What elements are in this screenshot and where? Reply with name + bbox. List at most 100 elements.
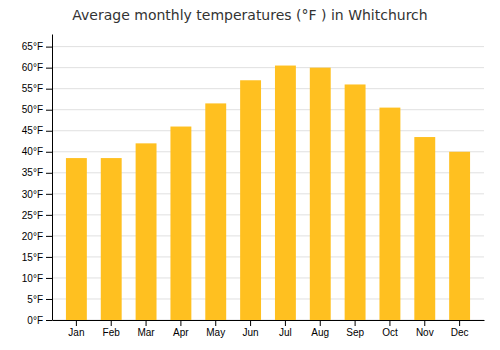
y-tick-mark <box>46 89 52 90</box>
title: Average monthly temperatures (°F ) in Wh… <box>72 7 427 23</box>
bar <box>275 66 296 320</box>
x-tick: Jul <box>279 320 292 338</box>
x-tick-label: Nov <box>416 327 434 338</box>
y-tick-label: 35°F <box>22 167 43 178</box>
y-tick: 35°F <box>22 167 52 178</box>
grid-line <box>52 46 484 47</box>
bar <box>66 158 87 320</box>
y-tick-label: 45°F <box>22 125 43 136</box>
y-tick-mark <box>46 278 52 279</box>
y-tick: 45°F <box>22 125 52 136</box>
x-tick: Dec <box>451 320 469 338</box>
y-tick-mark <box>46 110 52 111</box>
y-tick: 15°F <box>22 252 52 263</box>
y-tick-mark <box>46 320 52 321</box>
y-tick-label: 25°F <box>22 210 43 221</box>
plot: Jan Feb Mar Apr May Jun Jul Aug Sep Oct Nov Dec 0°F 5… <box>22 35 485 339</box>
y-tick: 20°F <box>22 231 52 242</box>
x-tick-mark <box>111 320 112 326</box>
x-tick-mark <box>215 320 216 326</box>
x-tick-mark <box>285 320 286 326</box>
y-tick: 25°F <box>22 210 52 221</box>
bar <box>345 84 366 320</box>
x-tick: Jun <box>243 320 259 338</box>
bar <box>101 158 122 320</box>
y-tick-mark <box>46 173 52 174</box>
x-tick: Feb <box>103 320 121 338</box>
x-tick: Sep <box>346 320 364 338</box>
y-tick-label: 20°F <box>22 231 43 242</box>
bar <box>205 103 226 320</box>
x-tick: Nov <box>416 320 434 338</box>
bar <box>170 127 191 320</box>
bar <box>136 143 157 320</box>
x-tick-label: Jan <box>68 327 84 338</box>
x-tick-label: May <box>206 327 225 338</box>
grid-line <box>52 130 484 131</box>
y-tick-label: 5°F <box>27 294 43 305</box>
x-tick-label: Jul <box>279 327 292 338</box>
y-tick: 60°F <box>22 62 52 73</box>
y-tick-mark <box>46 194 52 195</box>
y-tick-label: 10°F <box>22 273 43 284</box>
y-tick: 40°F <box>22 146 52 157</box>
y-tick-label: 50°F <box>22 104 43 115</box>
x-tick: Apr <box>173 320 189 338</box>
x-tick-label: Apr <box>173 327 189 338</box>
y-tick: 65°F <box>22 41 52 52</box>
grid-line <box>52 67 484 68</box>
x-tick-label: Jun <box>243 327 259 338</box>
x-tick-mark <box>146 320 147 326</box>
x-tick-mark <box>250 320 251 326</box>
y-tick-label: 15°F <box>22 252 43 263</box>
y-tick-label: 40°F <box>22 146 43 157</box>
grid-line <box>52 88 484 89</box>
bars <box>66 66 470 320</box>
x-tick: Oct <box>382 320 398 338</box>
bar <box>414 137 435 320</box>
y-tick: 5°F <box>27 294 52 305</box>
bar <box>240 80 261 320</box>
y-tick: 10°F <box>22 273 52 284</box>
x-tick: May <box>206 320 225 338</box>
x-tick-mark <box>459 320 460 326</box>
y-tick-mark <box>46 131 52 132</box>
y-tick: 55°F <box>22 83 52 94</box>
y-tick-label: 65°F <box>22 41 43 52</box>
y-tick-mark <box>46 47 52 48</box>
x-tick-mark <box>180 320 181 326</box>
x-tick-label: Sep <box>346 327 364 338</box>
y-tick-label: 55°F <box>22 83 43 94</box>
x-axis: Jan Feb Mar Apr May Jun Jul Aug Sep Oct Nov Dec <box>53 320 485 338</box>
bar <box>310 68 331 320</box>
y-tick-mark <box>46 68 52 69</box>
y-tick-mark <box>46 257 52 258</box>
y-tick: 0°F <box>27 315 52 326</box>
x-axis-line <box>53 320 485 321</box>
x-tick: Mar <box>137 320 155 338</box>
bar <box>379 108 400 320</box>
x-tick-mark <box>320 320 321 326</box>
y-tick-label: 30°F <box>22 189 43 200</box>
x-tick-label: Oct <box>382 327 398 338</box>
y-axis: 0°F 5°F 10°F 15°F 20°F 25°F 30°F 35°F 40°F 45°F 50… <box>22 35 53 326</box>
bar <box>449 152 470 320</box>
x-tick-mark <box>76 320 77 326</box>
y-axis-line <box>52 35 53 321</box>
x-tick-mark <box>355 320 356 326</box>
grid-line <box>52 109 484 110</box>
x-tick-label: Dec <box>451 327 469 338</box>
y-tick-label: 0°F <box>27 315 43 326</box>
y-tick-mark <box>46 215 52 216</box>
y-tick-mark <box>46 236 52 237</box>
grid <box>52 47 484 320</box>
x-tick-label: Aug <box>311 327 329 338</box>
y-tick-mark <box>46 299 52 300</box>
y-tick: 50°F <box>22 104 52 115</box>
x-tick-mark <box>389 320 390 326</box>
x-tick: Aug <box>311 320 329 338</box>
y-tick-mark <box>46 152 52 153</box>
y-tick-label: 60°F <box>22 62 43 73</box>
x-tick-label: Feb <box>103 327 121 338</box>
chart: Jan Feb Mar Apr May Jun Jul Aug Sep Oct Nov Dec 0°F 5… <box>0 0 500 350</box>
